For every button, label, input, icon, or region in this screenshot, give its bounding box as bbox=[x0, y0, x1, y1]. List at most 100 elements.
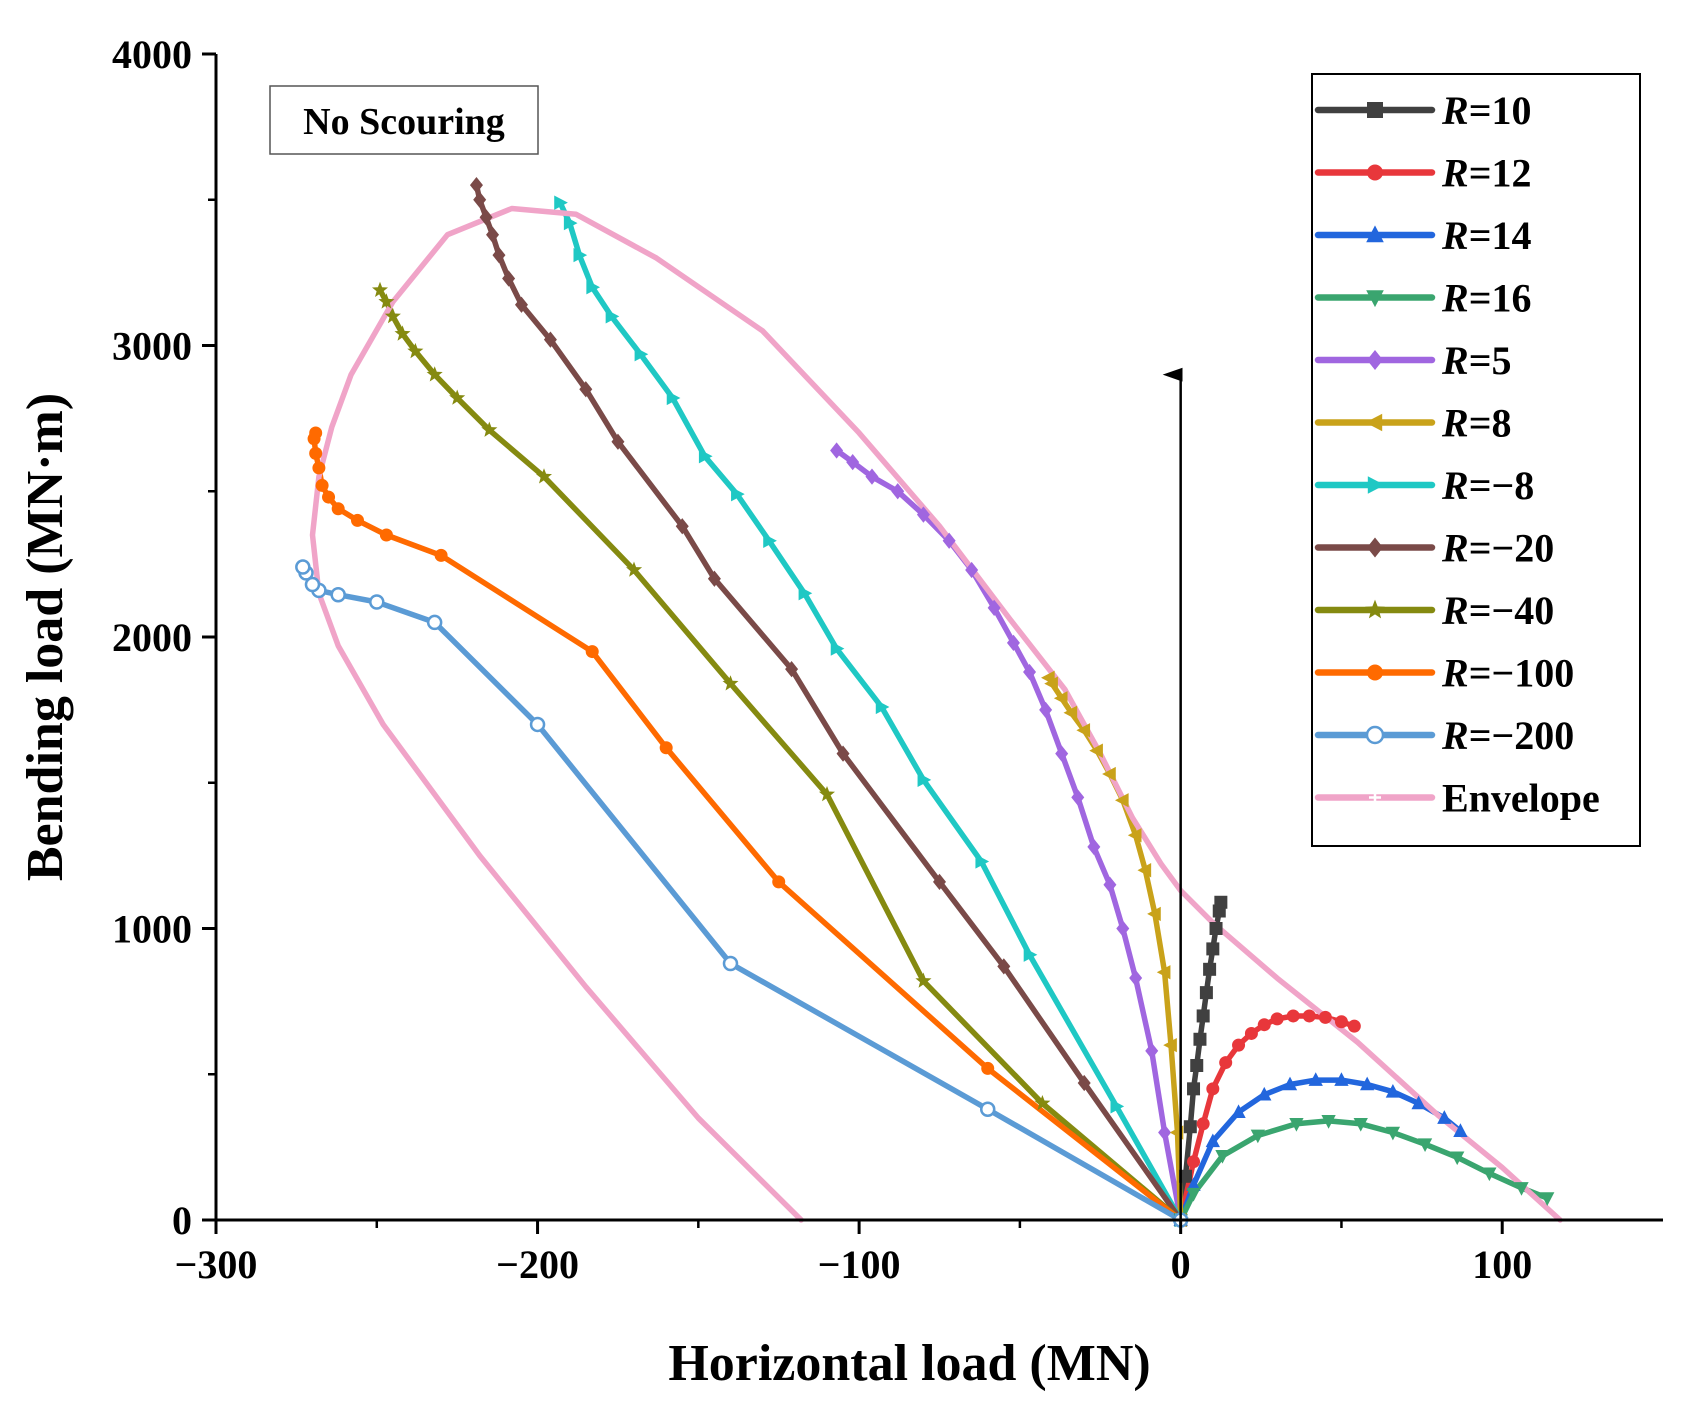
legend-marker-1 bbox=[1367, 164, 1383, 181]
legend-label-11: Envelope bbox=[1442, 776, 1600, 821]
data-point-5-9 bbox=[1089, 743, 1103, 758]
data-point-5-11 bbox=[1063, 705, 1078, 720]
data-point-7-16 bbox=[473, 191, 487, 208]
data-point-9-2 bbox=[772, 875, 786, 889]
annotation: No Scouring bbox=[269, 85, 539, 155]
data-point-4-7 bbox=[1071, 789, 1085, 806]
data-point-7-2 bbox=[997, 958, 1011, 975]
data-point-1-9 bbox=[1286, 1009, 1300, 1023]
data-point-2-10 bbox=[1411, 1095, 1426, 1110]
data-point-10-2 bbox=[722, 955, 739, 972]
data-point-2-3 bbox=[1231, 1104, 1246, 1118]
data-point-0-8 bbox=[1203, 962, 1217, 976]
data-point-8-1 bbox=[1034, 1095, 1051, 1111]
data-point-2-6 bbox=[1308, 1072, 1323, 1086]
series-markers bbox=[295, 177, 1555, 1229]
data-point-6-2 bbox=[1023, 947, 1038, 962]
legend-marker-11 bbox=[1369, 791, 1381, 804]
y-axis-title: Bending load (MN·m) bbox=[17, 393, 74, 881]
data-point-5-3 bbox=[1156, 965, 1171, 980]
data-point-4-18 bbox=[846, 453, 860, 471]
data-point-4-11 bbox=[1006, 634, 1020, 651]
data-point-7-9 bbox=[579, 381, 593, 398]
y-tick-label: 4000 bbox=[112, 32, 192, 77]
data-point-5-6 bbox=[1127, 828, 1142, 843]
legend-marker-7 bbox=[1367, 537, 1383, 558]
data-point-3-10 bbox=[1482, 1167, 1497, 1182]
data-point-0-9 bbox=[1206, 942, 1220, 956]
data-point-4-14 bbox=[942, 532, 956, 549]
data-point-3-5 bbox=[1321, 1115, 1336, 1129]
legend-marker-8 bbox=[1365, 599, 1385, 619]
data-point-6-11 bbox=[666, 390, 681, 406]
data-point-5-8 bbox=[1102, 766, 1116, 782]
data-point-9-14 bbox=[309, 426, 323, 440]
data-point-5-14 bbox=[1041, 670, 1055, 685]
data-point-7-3 bbox=[933, 873, 946, 890]
data-point-8-6 bbox=[536, 468, 552, 484]
data-point-7-7 bbox=[675, 518, 689, 535]
data-point-8-9 bbox=[426, 366, 443, 382]
data-point-3-3 bbox=[1250, 1129, 1265, 1144]
legend-label-6: R=−8 bbox=[1441, 463, 1534, 508]
data-point-4-12 bbox=[987, 599, 1001, 616]
data-point-1-7 bbox=[1257, 1018, 1271, 1032]
data-point-6-9 bbox=[731, 487, 745, 502]
data-point-0-3 bbox=[1187, 1082, 1201, 1096]
x-tick-label: −100 bbox=[818, 1242, 901, 1287]
data-point-0-10 bbox=[1209, 922, 1223, 935]
data-point-6-7 bbox=[798, 586, 813, 601]
axes: −300 −200 −100 0 10001000200030004000Horizon… bbox=[17, 32, 1663, 1392]
data-point-4-2 bbox=[1145, 1042, 1159, 1060]
series-line-4 bbox=[833, 447, 1184, 1223]
legend-marker-10 bbox=[1365, 725, 1385, 745]
x-tick-label: 100 bbox=[1472, 1242, 1532, 1287]
data-point-10-3 bbox=[529, 716, 546, 733]
data-point-0-5 bbox=[1193, 1032, 1207, 1046]
data-point-2-11 bbox=[1437, 1110, 1452, 1124]
data-point-4-13 bbox=[965, 561, 979, 579]
data-point-7-5 bbox=[785, 660, 799, 678]
data-point-1-1 bbox=[1187, 1155, 1201, 1169]
data-point-1-11 bbox=[1318, 1010, 1332, 1024]
data-point-6-10 bbox=[698, 449, 713, 464]
data-point-6-14 bbox=[586, 280, 601, 295]
data-point-3-11 bbox=[1514, 1182, 1529, 1196]
legend: R=10 R=12 R=14 R=16 R=5 R=8 R=−8 R=−20 R=−40 R=−1… bbox=[1311, 73, 1641, 847]
data-point-4-1 bbox=[1158, 1124, 1172, 1141]
y-tick-label: 2000 bbox=[112, 615, 192, 660]
data-point-6-17 bbox=[554, 195, 568, 210]
data-point-9-12 bbox=[309, 446, 323, 460]
data-point-9-11 bbox=[312, 461, 326, 475]
data-point-2-2 bbox=[1205, 1133, 1220, 1148]
data-point-7-6 bbox=[707, 570, 721, 587]
data-point-6-3 bbox=[975, 854, 990, 869]
y-tick-label: 0 bbox=[172, 1198, 192, 1243]
data-point-4-10 bbox=[1023, 663, 1037, 681]
data-point-5-4 bbox=[1147, 906, 1161, 922]
data-point-5-5 bbox=[1137, 863, 1152, 878]
x-tick-label: 0 bbox=[1171, 1242, 1191, 1287]
data-point-10-10 bbox=[295, 559, 311, 575]
data-point-0-6 bbox=[1196, 1009, 1210, 1023]
data-point-3-2 bbox=[1215, 1150, 1230, 1164]
legend-marker-3 bbox=[1366, 290, 1384, 308]
data-point-8-3 bbox=[818, 786, 835, 802]
legend-marker-4 bbox=[1367, 350, 1383, 370]
x-tick-label: −300 bbox=[175, 1242, 258, 1287]
legend-label-9: R=−100 bbox=[1441, 651, 1574, 696]
data-point-3-6 bbox=[1353, 1117, 1368, 1132]
data-point-1-2 bbox=[1196, 1117, 1210, 1131]
data-point-7-10 bbox=[543, 331, 557, 348]
data-point-7-11 bbox=[514, 296, 528, 313]
data-point-6-15 bbox=[573, 247, 588, 263]
data-point-9-1 bbox=[981, 1061, 995, 1075]
data-point-7-14 bbox=[486, 226, 500, 243]
data-point-7-17 bbox=[469, 177, 483, 194]
data-point-2-1 bbox=[1186, 1177, 1201, 1191]
data-point-1-4 bbox=[1219, 1056, 1233, 1070]
data-point-9-4 bbox=[585, 645, 599, 659]
legend-marker-6 bbox=[1367, 476, 1385, 494]
data-point-8-13 bbox=[378, 293, 395, 309]
